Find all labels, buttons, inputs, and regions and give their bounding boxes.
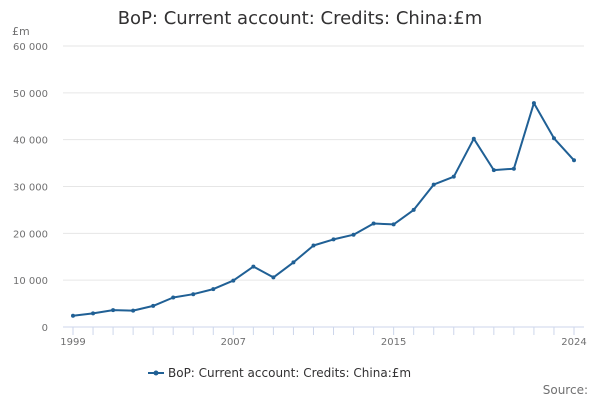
data-point[interactable] [111,308,116,313]
data-point[interactable] [451,174,456,179]
grid [63,45,584,281]
data-point[interactable] [391,222,396,227]
source-label: Source: [543,383,588,397]
data-point[interactable] [491,168,496,173]
y-tick-label: 20 000 [13,229,48,240]
x-tick-label: 2024 [561,337,586,348]
data-point[interactable] [131,308,136,313]
data-point[interactable] [151,303,156,308]
data-point[interactable] [271,275,276,280]
data-point[interactable] [311,243,316,248]
data-point[interactable] [351,232,356,237]
y-tick-label: 60 000 [13,42,48,53]
data-point[interactable] [231,278,236,283]
legend[interactable]: BoP: Current account: Credits: China:£m [148,366,411,380]
data-point[interactable] [71,313,75,318]
data-point[interactable] [171,295,176,300]
data-point[interactable] [251,264,256,269]
x-tick-label: 2015 [381,337,406,348]
data-point[interactable] [531,101,536,106]
chart-title: BoP: Current account: Credits: China:£m [118,8,483,29]
y-unit-label: £m [12,25,30,38]
data-point[interactable] [211,287,216,292]
data-point[interactable] [191,292,196,297]
y-tick-label: 50 000 [13,89,48,100]
y-tick-label: 40 000 [13,136,48,147]
data-point[interactable] [551,136,556,141]
legend-marker [153,370,159,376]
data-point[interactable] [411,207,416,212]
y-axis-ticks: 0 10 000 20 000 30 000 40 000 50 000 60 000 [13,42,48,334]
series-layer [71,101,576,318]
y-tick-label: 30 000 [13,183,48,194]
data-point[interactable] [431,182,436,187]
data-point[interactable] [291,260,296,265]
series-line [72,102,575,317]
x-axis: 1999 2007 2015 2024 [60,326,587,348]
x-tick-label: 1999 [60,337,85,348]
legend-label: BoP: Current account: Credits: China:£m [168,366,411,380]
y-tick-label: 10 000 [13,276,48,287]
data-point[interactable] [331,237,336,242]
x-tick-label: 2007 [221,337,246,348]
data-point[interactable] [572,158,576,163]
data-point[interactable] [371,221,376,226]
data-point[interactable] [91,311,96,316]
y-tick-label: 0 [42,323,48,334]
data-point[interactable] [471,136,476,141]
data-point[interactable] [511,166,516,171]
